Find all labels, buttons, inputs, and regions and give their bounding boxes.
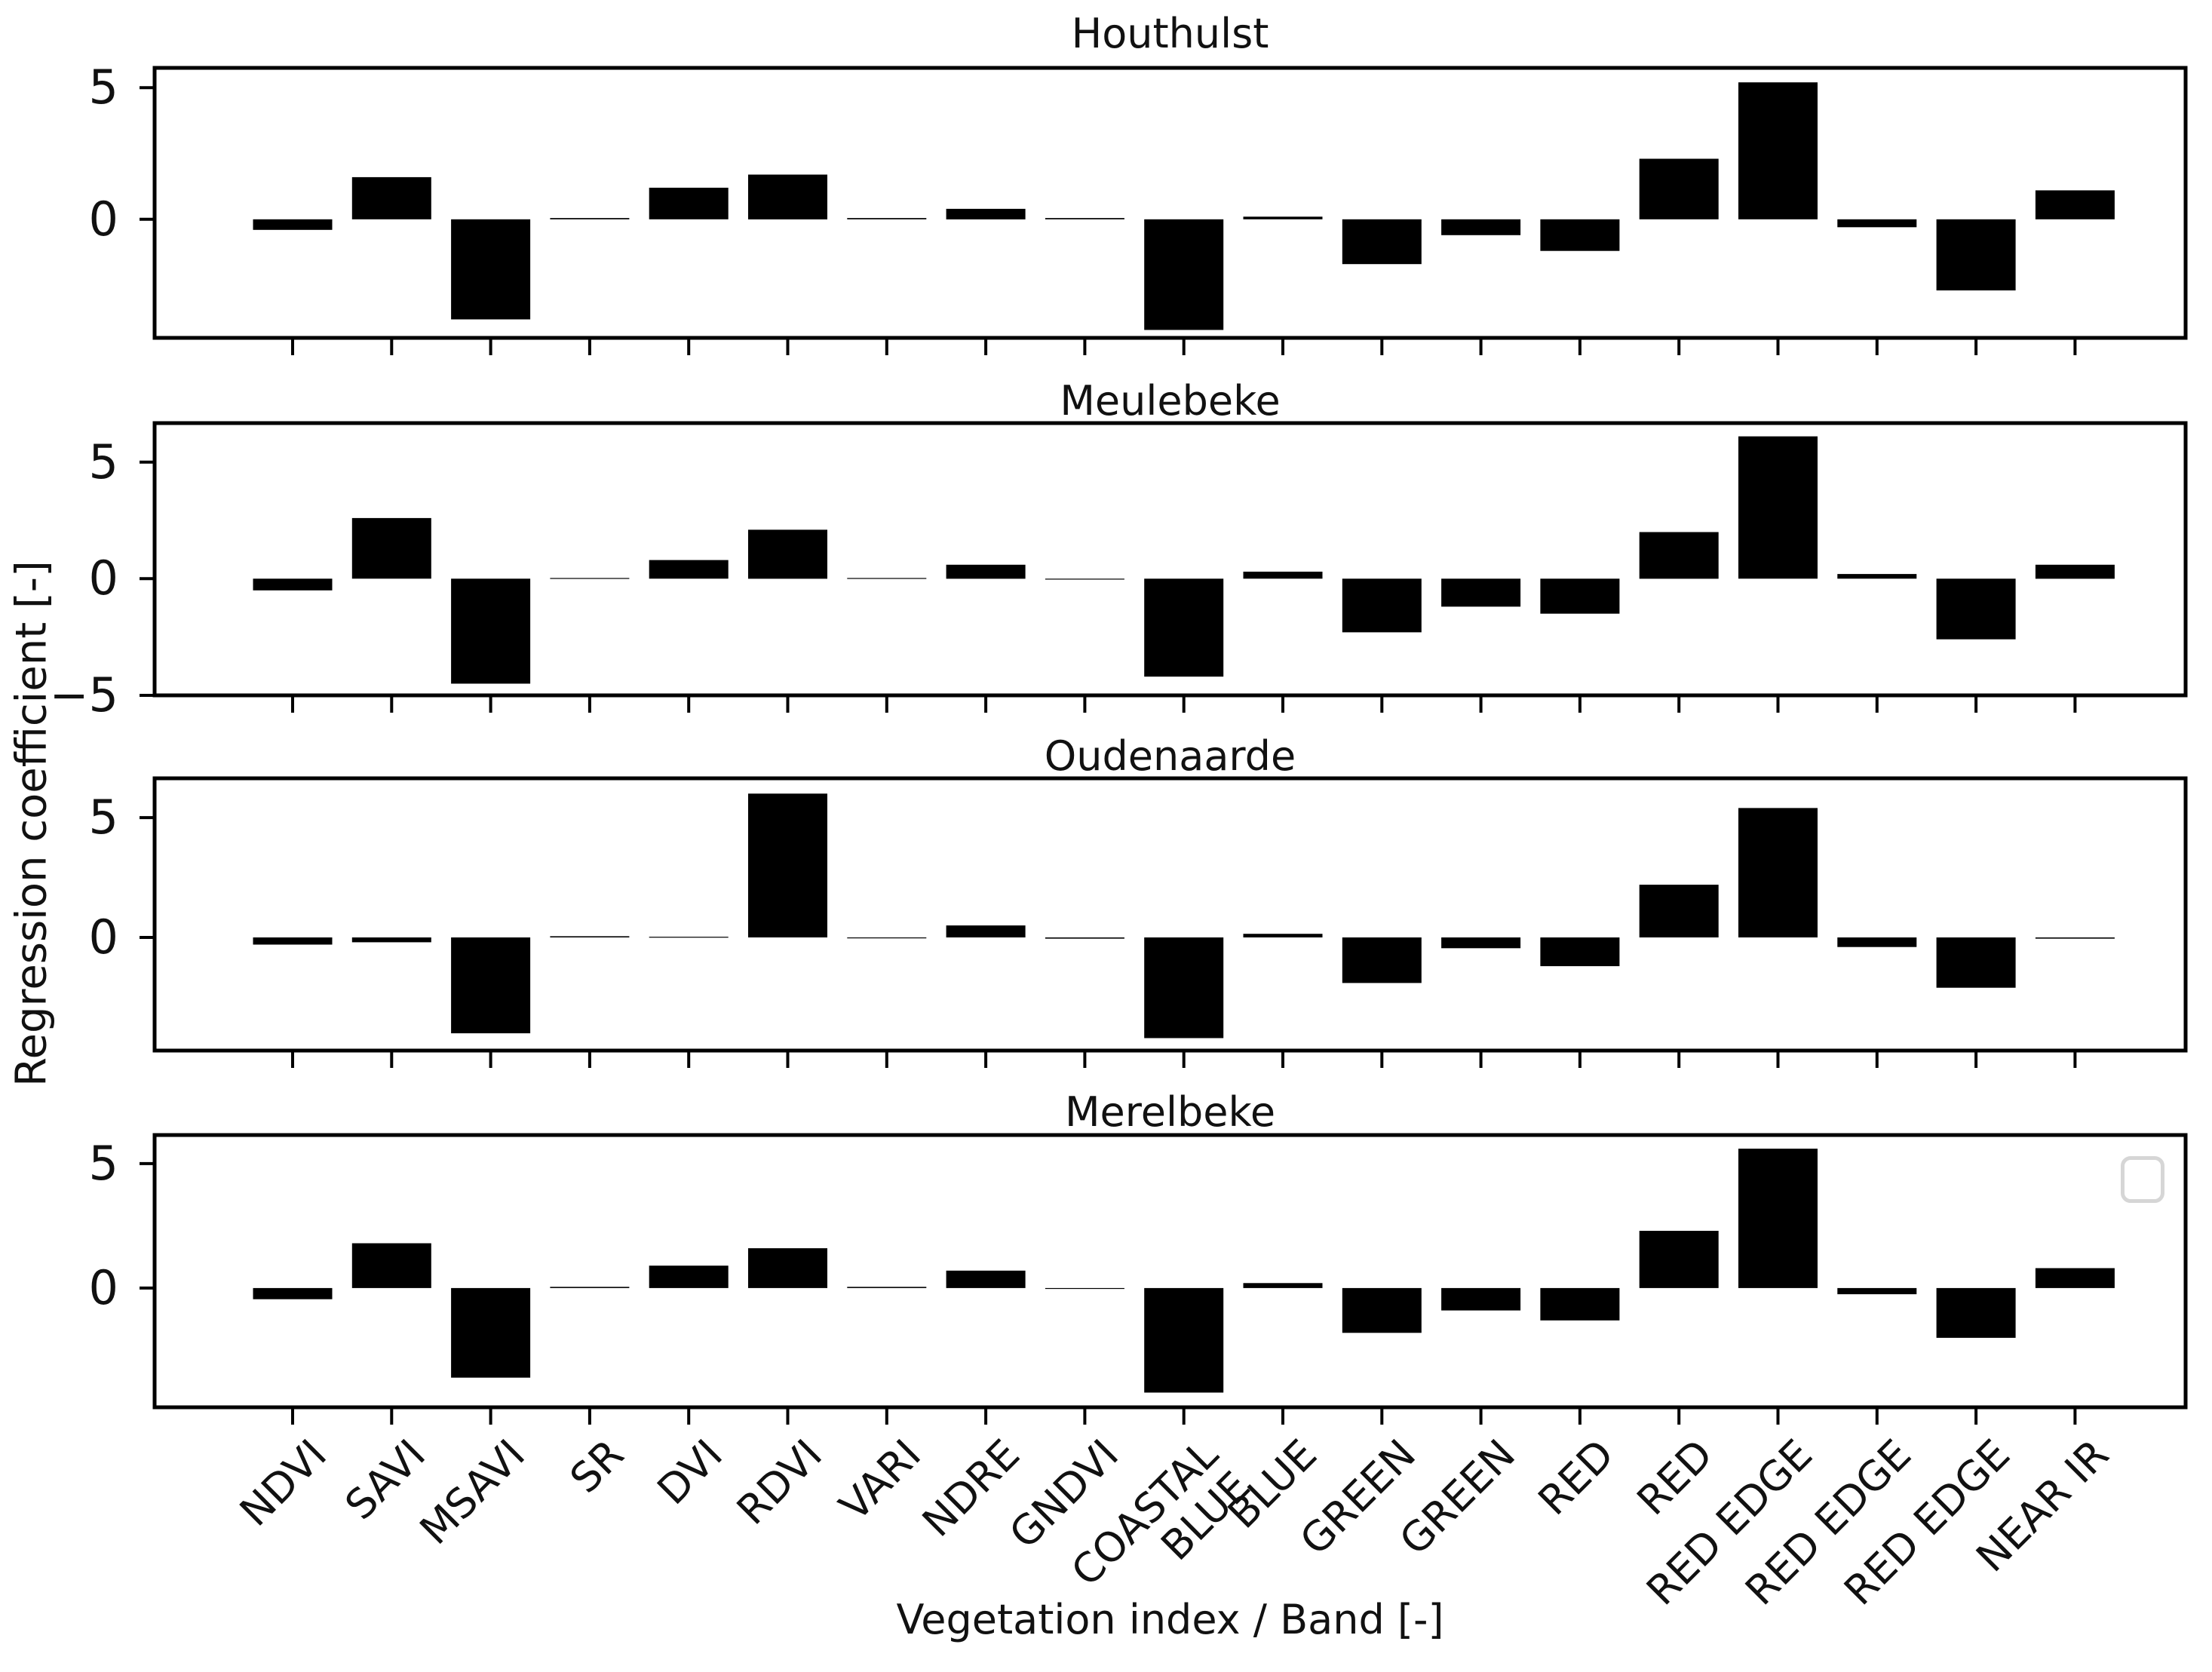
bar-meulebeke-green-11 xyxy=(1342,578,1422,633)
bar-oudenaarde-vari-6 xyxy=(847,937,927,939)
bar-oudenaarde-ndvi-0 xyxy=(253,937,333,945)
bar-meulebeke-gndvi-8 xyxy=(1045,578,1124,580)
bar-houthulst-gndvi-8 xyxy=(1045,218,1124,219)
y-tick-label-meulebeke--5: −5 xyxy=(49,667,118,722)
bar-merelbeke-sr-3 xyxy=(550,1287,630,1288)
bar-oudenaarde-sr-3 xyxy=(550,936,630,937)
bar-meulebeke-msavi-2 xyxy=(451,578,531,684)
panel-frame-merelbeke xyxy=(152,1133,2188,1410)
bar-oudenaarde-red-13 xyxy=(1540,937,1620,967)
bar-merelbeke-green-12 xyxy=(1441,1287,1521,1311)
bar-houthulst-red-edge-16 xyxy=(1837,219,1917,228)
bar-meulebeke-ndre-7 xyxy=(946,564,1026,579)
bar-merelbeke-red-13 xyxy=(1540,1287,1620,1321)
bar-merelbeke-gndvi-8 xyxy=(1045,1287,1124,1290)
bar-meulebeke-red-13 xyxy=(1540,578,1620,614)
bar-merelbeke-blue-10 xyxy=(1243,1283,1323,1288)
panel-frame-houthulst xyxy=(152,66,2188,340)
bar-meulebeke-blue-10 xyxy=(1243,572,1323,579)
y-tick-label-merelbeke-0: 0 xyxy=(88,1260,118,1315)
bar-houthulst-ndvi-0 xyxy=(253,219,333,230)
panel-title-meulebeke: Meulebeke xyxy=(1060,377,1281,425)
bar-oudenaarde-savi-1 xyxy=(351,937,431,943)
bar-houthulst-red-13 xyxy=(1540,219,1620,251)
bar-houthulst-red-14 xyxy=(1639,158,1719,219)
y-tick-label-houthulst-5: 5 xyxy=(88,60,118,115)
bar-oudenaarde-ndre-7 xyxy=(946,925,1026,937)
bar-oudenaarde-gndvi-8 xyxy=(1045,937,1124,939)
bar-houthulst-vari-6 xyxy=(847,218,927,219)
bar-houthulst-blue-10 xyxy=(1243,216,1323,219)
panel-frame-meulebeke xyxy=(152,421,2188,698)
y-tick-label-meulebeke-0: 0 xyxy=(88,551,118,606)
bar-merelbeke-rdvi-5 xyxy=(748,1248,827,1288)
bar-merelbeke-ndre-7 xyxy=(946,1270,1026,1288)
bar-merelbeke-vari-6 xyxy=(847,1287,927,1288)
bar-merelbeke-dvi-4 xyxy=(649,1266,729,1288)
bar-oudenaarde-green-11 xyxy=(1342,937,1422,983)
panel-title-oudenaarde: Oudenaarde xyxy=(1044,732,1296,780)
bar-oudenaarde-red-edge-17 xyxy=(1936,937,2016,988)
panel-frame-oudenaarde xyxy=(152,776,2188,1053)
bar-meulebeke-ndvi-0 xyxy=(253,578,333,591)
bar-merelbeke-red-edge-16 xyxy=(1837,1287,1917,1295)
bar-meulebeke-near-ir-18 xyxy=(2035,564,2115,579)
bar-meulebeke-red-edge-16 xyxy=(1837,574,1917,579)
bar-merelbeke-msavi-2 xyxy=(451,1287,531,1378)
panel-title-merelbeke: Merelbeke xyxy=(1064,1088,1276,1136)
bar-oudenaarde-msavi-2 xyxy=(451,937,531,1034)
bar-meulebeke-green-12 xyxy=(1441,578,1521,607)
y-tick-label-oudenaarde-5: 5 xyxy=(88,790,118,845)
bar-oudenaarde-coastal-blue-9 xyxy=(1144,937,1224,1038)
bar-houthulst-red-edge-15 xyxy=(1738,82,1818,219)
bar-merelbeke-red-14 xyxy=(1639,1231,1719,1288)
bar-meulebeke-rdvi-5 xyxy=(748,529,827,579)
bar-meulebeke-red-14 xyxy=(1639,532,1719,579)
y-tick-label-oudenaarde-0: 0 xyxy=(88,910,118,965)
bar-merelbeke-coastal-blue-9 xyxy=(1144,1287,1224,1393)
y-tick-label-merelbeke-5: 5 xyxy=(88,1136,118,1191)
bar-meulebeke-red-edge-17 xyxy=(1936,578,2016,640)
bar-oudenaarde-blue-10 xyxy=(1243,934,1323,937)
y-tick-label-meulebeke-5: 5 xyxy=(88,434,118,489)
bar-houthulst-msavi-2 xyxy=(451,219,531,320)
bar-merelbeke-near-ir-18 xyxy=(2035,1268,2115,1288)
bar-houthulst-green-12 xyxy=(1441,219,1521,235)
x-axis-label: Vegetation index / Band [-] xyxy=(896,1596,1444,1643)
bar-oudenaarde-red-edge-16 xyxy=(1837,937,1917,947)
bar-oudenaarde-green-12 xyxy=(1441,937,1521,949)
y-tick-label-houthulst-0: 0 xyxy=(88,192,118,247)
bar-oudenaarde-red-14 xyxy=(1639,885,1719,937)
bar-oudenaarde-rdvi-5 xyxy=(748,793,827,937)
bar-oudenaarde-red-edge-15 xyxy=(1738,808,1818,937)
bar-merelbeke-red-edge-15 xyxy=(1738,1149,1818,1288)
bar-merelbeke-green-11 xyxy=(1342,1287,1422,1333)
bar-houthulst-near-ir-18 xyxy=(2035,190,2115,219)
bar-meulebeke-savi-1 xyxy=(351,517,431,579)
bar-houthulst-ndre-7 xyxy=(946,208,1026,219)
bar-houthulst-red-edge-17 xyxy=(1936,219,2016,291)
bar-houthulst-savi-1 xyxy=(351,176,431,219)
bar-merelbeke-savi-1 xyxy=(351,1243,431,1288)
bar-meulebeke-coastal-blue-9 xyxy=(1144,578,1224,677)
panel-title-houthulst: Houthulst xyxy=(1071,10,1269,57)
bar-meulebeke-dvi-4 xyxy=(649,560,729,579)
bar-houthulst-rdvi-5 xyxy=(748,174,827,219)
bar-houthulst-dvi-4 xyxy=(649,187,729,219)
bar-oudenaarde-near-ir-18 xyxy=(2035,937,2115,939)
bar-houthulst-coastal-blue-9 xyxy=(1144,219,1224,330)
bar-merelbeke-ndvi-0 xyxy=(253,1287,333,1299)
bar-merelbeke-red-edge-17 xyxy=(1936,1287,2016,1338)
empty-legend-box xyxy=(2121,1156,2164,1203)
bar-houthulst-sr-3 xyxy=(550,218,630,219)
bar-meulebeke-red-edge-15 xyxy=(1738,436,1818,579)
bar-houthulst-green-11 xyxy=(1342,219,1422,265)
